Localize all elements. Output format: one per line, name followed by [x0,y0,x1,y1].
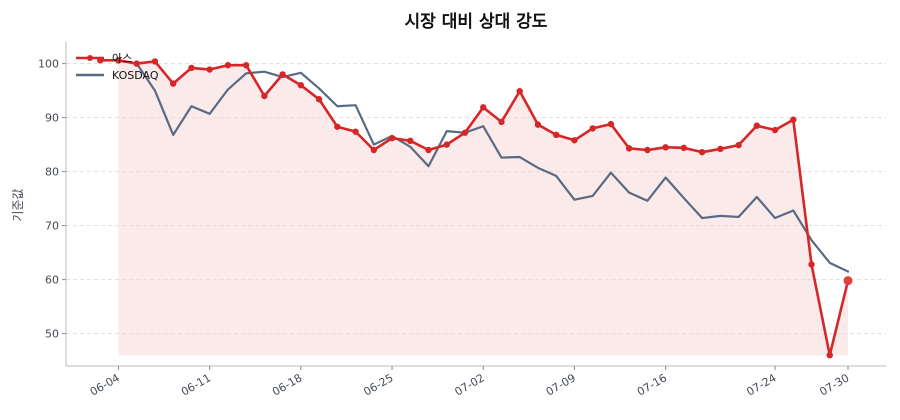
data-point [498,118,505,126]
data-point [352,128,359,135]
data-point [771,126,779,134]
y-tick-label: 100 [38,58,59,71]
series-line-kosdaq [135,62,850,273]
data-point [242,62,250,69]
data-point [607,120,615,128]
data-point [843,276,853,286]
data-point [516,87,523,95]
data-point [425,146,432,154]
data-point [826,352,833,359]
data-point [315,96,323,103]
fill-area [118,60,848,356]
x-tick-label: 07-16 [635,371,669,398]
chart-title: 시장 대비 상대 강도 [405,12,548,32]
x-tick-label: 06-25 [361,371,395,398]
data-point [552,131,560,139]
data-point [407,137,414,145]
data-point [461,129,469,136]
x-tick-label: 06-11 [179,371,213,398]
data-point [790,116,797,123]
data-point [169,80,177,87]
legend-label: 아스 [112,52,132,65]
data-point [115,57,122,64]
data-point [808,261,815,268]
y-tick-label: 60 [45,274,59,287]
data-point [261,92,268,100]
data-point [297,82,305,89]
data-point [334,123,341,130]
data-point [224,62,232,69]
y-axis-label: 기준값 [11,188,25,221]
data-point [625,145,633,152]
data-point [753,122,761,129]
data-point [698,148,706,156]
data-point [188,64,195,72]
y-tick-label: 80 [45,166,59,179]
data-point [680,144,688,152]
data-point [644,146,651,154]
data-point [571,137,578,144]
data-point [388,134,396,142]
fill-area-shape [118,60,848,356]
x-tick-label: 07-24 [744,371,778,398]
legend-label: KOSDAQ [112,69,159,82]
x-tick-label: 07-09 [544,371,578,398]
data-point [480,104,487,111]
data-point [717,145,724,153]
y-tick-label: 50 [45,328,59,341]
y-tick-label: 70 [45,220,59,233]
data-point [735,141,742,149]
data-point [206,66,213,73]
data-point [534,121,542,128]
data-point [443,141,450,148]
x-tick-label: 06-04 [88,371,122,398]
legend-marker-0 [87,55,93,61]
data-point [133,60,140,67]
x-tick-label: 06-18 [270,371,304,398]
legend: 아스 KOSDAQ [76,52,159,82]
data-point [589,125,596,132]
data-point [370,146,378,154]
series-layer [97,57,853,359]
data-point [279,71,286,78]
x-tick-label: 07-30 [817,371,851,398]
y-tick-label: 90 [45,112,59,125]
data-point [151,58,159,65]
data-point [662,144,669,151]
x-tick-label: 07-02 [453,371,487,398]
